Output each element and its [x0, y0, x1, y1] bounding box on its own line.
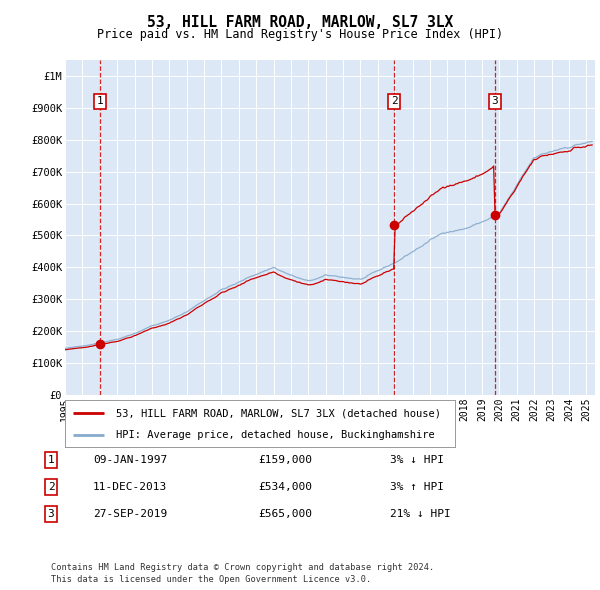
Text: Contains HM Land Registry data © Crown copyright and database right 2024.: Contains HM Land Registry data © Crown c… — [51, 563, 434, 572]
Text: 3: 3 — [47, 509, 55, 519]
Text: 3% ↓ HPI: 3% ↓ HPI — [390, 455, 444, 465]
Text: 2: 2 — [391, 97, 398, 106]
Text: 1: 1 — [47, 455, 55, 465]
Text: 3% ↑ HPI: 3% ↑ HPI — [390, 482, 444, 492]
Text: This data is licensed under the Open Government Licence v3.0.: This data is licensed under the Open Gov… — [51, 575, 371, 584]
Text: £534,000: £534,000 — [258, 482, 312, 492]
Text: 1: 1 — [97, 97, 104, 106]
Text: 09-JAN-1997: 09-JAN-1997 — [93, 455, 167, 465]
Text: 3: 3 — [491, 97, 498, 106]
Text: HPI: Average price, detached house, Buckinghamshire: HPI: Average price, detached house, Buck… — [116, 430, 434, 440]
Text: Price paid vs. HM Land Registry's House Price Index (HPI): Price paid vs. HM Land Registry's House … — [97, 28, 503, 41]
Text: 11-DEC-2013: 11-DEC-2013 — [93, 482, 167, 492]
Text: 2: 2 — [47, 482, 55, 492]
Text: £159,000: £159,000 — [258, 455, 312, 465]
Text: 53, HILL FARM ROAD, MARLOW, SL7 3LX: 53, HILL FARM ROAD, MARLOW, SL7 3LX — [147, 15, 453, 30]
Text: 53, HILL FARM ROAD, MARLOW, SL7 3LX (detached house): 53, HILL FARM ROAD, MARLOW, SL7 3LX (det… — [116, 408, 440, 418]
Text: £565,000: £565,000 — [258, 509, 312, 519]
Text: 27-SEP-2019: 27-SEP-2019 — [93, 509, 167, 519]
Text: 21% ↓ HPI: 21% ↓ HPI — [390, 509, 451, 519]
